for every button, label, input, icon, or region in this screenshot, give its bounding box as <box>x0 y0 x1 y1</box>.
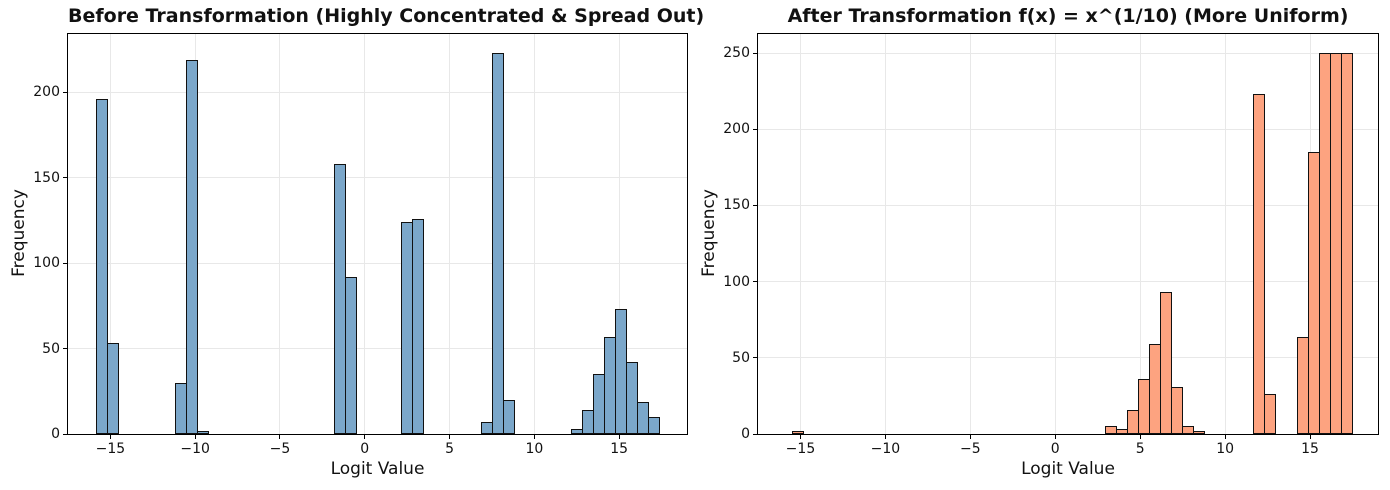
x-tick-mark <box>1224 435 1226 439</box>
x-tick-mark <box>364 435 366 439</box>
y-tick-mark <box>753 204 757 206</box>
gridline-x <box>618 34 620 434</box>
gridline-y <box>758 128 1378 130</box>
x-tick-label: 0 <box>1050 441 1060 457</box>
x-tick-label: 15 <box>1301 441 1319 457</box>
x-tick-mark <box>1139 435 1141 439</box>
x-tick-mark <box>279 435 281 439</box>
y-tick-mark <box>753 52 757 54</box>
histogram-bar <box>492 52 505 434</box>
histogram-bar <box>1160 292 1173 434</box>
gridline-x <box>884 34 886 434</box>
plot-area-before: −15 −10 −5 0 5 10 15 0 50 100 150 200 <box>33 33 688 457</box>
gridline-x <box>1054 34 1056 434</box>
histogram-bar <box>626 362 639 434</box>
x-tick-label: 15 <box>610 441 629 457</box>
y-tick-mark <box>63 433 67 435</box>
y-axis-label-after: Frequency <box>699 189 719 277</box>
y-tick-label: 0 <box>741 426 750 442</box>
y-tick-label: 50 <box>42 340 60 357</box>
y-tick-mark <box>63 91 67 93</box>
plot-area-after: −15 −10 −5 0 5 10 15 0 50 100 150 200 250 <box>723 33 1379 457</box>
x-tick-mark <box>1054 435 1056 439</box>
x-axis-label-after: Logit Value <box>1021 459 1115 479</box>
x-tick-mark <box>194 435 196 439</box>
gridline-y <box>68 177 687 179</box>
x-tick-mark <box>449 435 451 439</box>
histogram-bar <box>411 218 424 434</box>
x-tick-label: −10 <box>180 441 210 457</box>
histogram-bar <box>648 416 661 434</box>
gridline-y <box>68 91 687 93</box>
y-tick-label: 250 <box>723 45 750 62</box>
gridline-x <box>1139 34 1141 434</box>
histogram-bar <box>345 276 358 434</box>
histogram-bar <box>792 431 804 434</box>
y-tick-label: 0 <box>51 426 60 442</box>
gridline-y <box>758 281 1378 283</box>
x-tick-label: 10 <box>525 441 544 457</box>
gridline-x <box>364 34 366 434</box>
gridline-x <box>1224 34 1226 434</box>
y-tick-label: 200 <box>723 121 750 138</box>
x-tick-mark <box>799 435 801 439</box>
x-tick-label: −15 <box>95 441 126 457</box>
x-tick-label: −15 <box>785 441 816 457</box>
y-tick-mark <box>753 433 757 435</box>
y-tick-mark <box>63 348 67 350</box>
gridline-x <box>969 34 971 434</box>
y-axis-label-before: Frequency <box>9 189 29 277</box>
gridline-x <box>449 34 451 434</box>
histogram-bar <box>1182 426 1195 434</box>
x-tick-label: −10 <box>870 441 901 457</box>
y-tick-mark <box>753 357 757 359</box>
y-tick-label: 50 <box>732 349 750 366</box>
y-tick-label: 150 <box>33 169 60 186</box>
y-tick-label: 100 <box>723 273 750 290</box>
x-tick-label: 5 <box>1135 441 1145 457</box>
y-tick-label: 150 <box>723 197 750 214</box>
chart-title-before: Before Transformation (Highly Concentrat… <box>68 5 705 27</box>
histogram-bar <box>503 399 516 434</box>
gridline-y <box>758 357 1378 359</box>
histogram-bar <box>1171 386 1184 434</box>
histogram-bar <box>185 59 198 434</box>
histogram-bar <box>95 99 108 434</box>
gridline-y <box>758 204 1378 206</box>
y-tick-label: 200 <box>33 84 60 101</box>
histogram-bar <box>196 430 209 434</box>
gridline-x <box>799 34 801 434</box>
x-tick-mark <box>109 435 111 439</box>
x-tick-label: −5 <box>269 441 291 457</box>
gridline-x <box>109 34 111 434</box>
histogram-bar <box>1264 394 1277 434</box>
x-tick-label: 10 <box>1216 441 1235 457</box>
histogram-bar <box>1340 53 1353 434</box>
x-axis-label-before: Logit Value <box>330 459 425 479</box>
gridline-x <box>533 34 535 434</box>
gridline-y <box>758 52 1378 54</box>
gridline-x <box>279 34 281 434</box>
histogram-bar <box>1253 94 1266 434</box>
y-tick-mark <box>753 281 757 283</box>
x-tick-mark <box>1309 435 1311 439</box>
gridline-y <box>68 348 687 350</box>
x-tick-mark <box>884 435 886 439</box>
histogram-bar <box>1193 431 1205 434</box>
x-tick-label: −5 <box>960 441 981 457</box>
y-tick-mark <box>753 128 757 130</box>
x-tick-mark <box>533 435 535 439</box>
gridline-y <box>68 262 687 264</box>
y-tick-label: 100 <box>33 255 60 272</box>
x-tick-mark <box>618 435 620 439</box>
x-tick-mark <box>969 435 971 439</box>
chart-title-after: After Transformation f(x) = x^(1/10) (Mo… <box>787 5 1349 27</box>
x-tick-label: 5 <box>445 441 455 457</box>
y-tick-mark <box>63 262 67 264</box>
x-tick-label: 0 <box>360 441 370 457</box>
histogram-bar <box>106 343 119 434</box>
y-tick-mark <box>63 177 67 179</box>
